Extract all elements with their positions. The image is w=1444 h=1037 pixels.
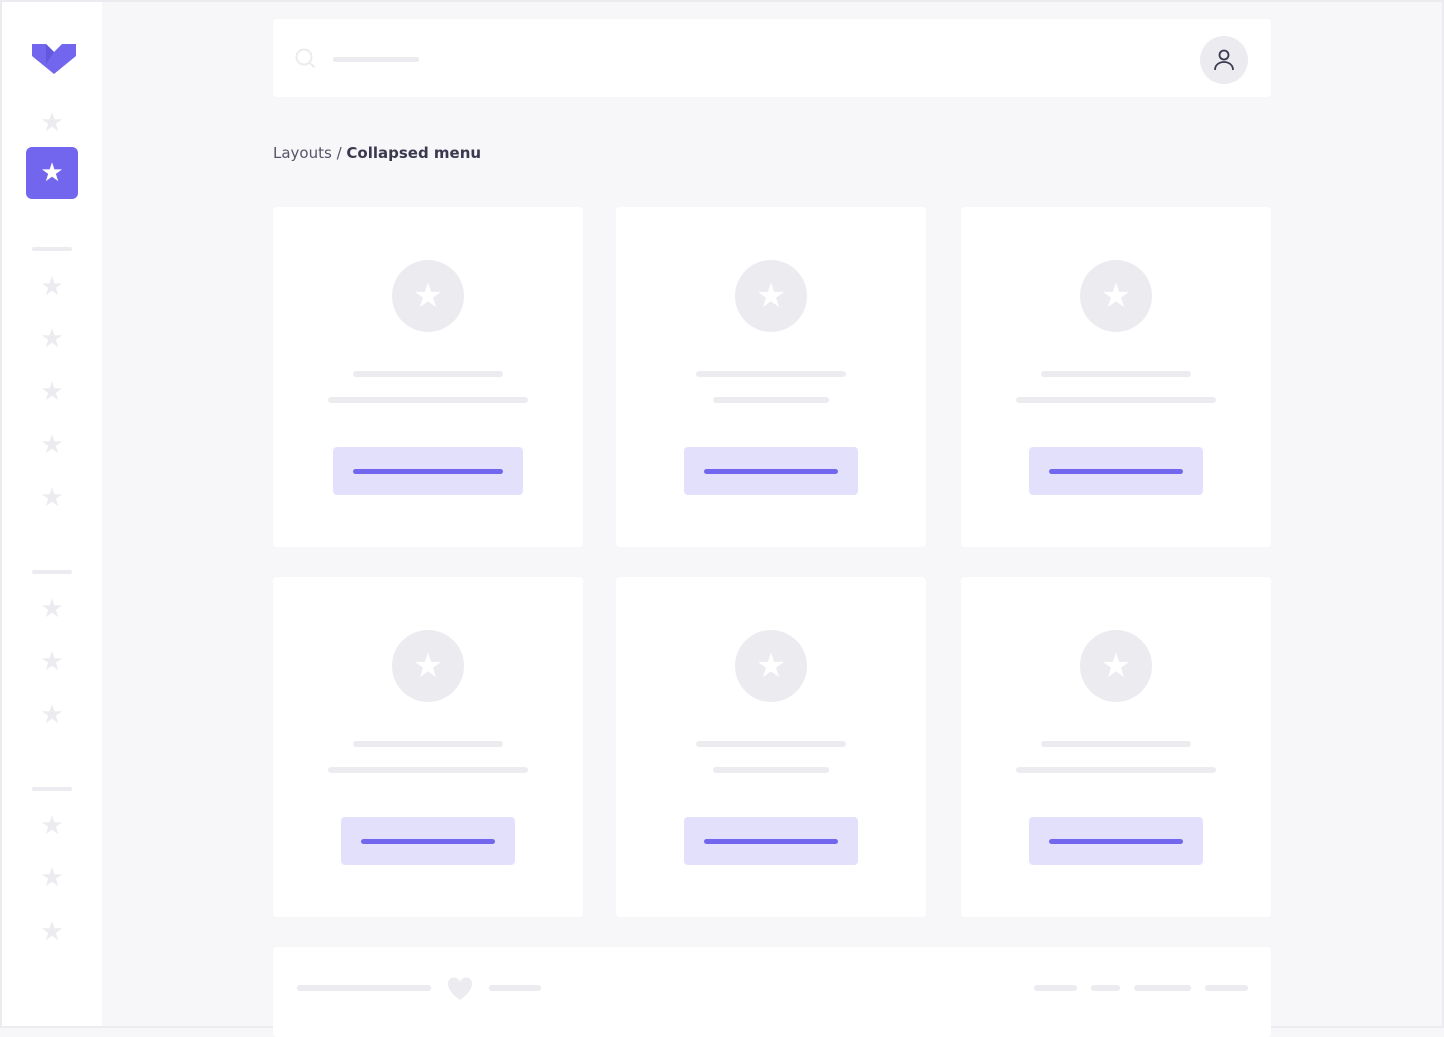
breadcrumb-separator: / xyxy=(331,144,347,162)
star-icon: ★ xyxy=(40,158,64,188)
footer-link[interactable] xyxy=(1134,985,1191,991)
star-icon[interactable]: ★ xyxy=(40,324,64,354)
star-icon[interactable]: ★ xyxy=(40,917,64,947)
star-icon[interactable]: ★ xyxy=(40,700,64,730)
button-label-placeholder xyxy=(704,839,838,844)
footer-link[interactable] xyxy=(1034,985,1077,991)
star-icon[interactable]: ★ xyxy=(40,483,64,513)
card-text-placeholder xyxy=(1016,397,1216,403)
divider xyxy=(32,570,72,574)
footer-link[interactable] xyxy=(489,985,541,991)
card: ★ xyxy=(961,207,1271,547)
sidebar: ★ ★ ★ ★ ★ ★ ★ ★ ★ ★ ★ ★ ★ xyxy=(2,2,102,1026)
star-icon[interactable]: ★ xyxy=(40,272,64,302)
card-text-placeholder xyxy=(713,397,829,403)
search-input[interactable] xyxy=(333,57,419,62)
footer xyxy=(273,947,1271,1037)
star-icon[interactable]: ★ xyxy=(40,108,64,138)
card-button[interactable] xyxy=(684,817,858,865)
avatar[interactable] xyxy=(1200,36,1248,84)
card: ★ xyxy=(273,577,583,917)
button-label-placeholder xyxy=(1049,839,1183,844)
heart-icon xyxy=(447,977,473,1000)
card-button[interactable] xyxy=(1029,447,1203,495)
star-icon[interactable]: ★ xyxy=(40,430,64,460)
card-text-placeholder xyxy=(328,767,528,773)
divider xyxy=(32,787,72,791)
footer-link[interactable] xyxy=(1091,985,1120,991)
card-button[interactable] xyxy=(684,447,858,495)
card-button[interactable] xyxy=(1029,817,1203,865)
breadcrumb-parent[interactable]: Layouts xyxy=(273,144,332,162)
sidebar-item-active[interactable]: ★ xyxy=(26,147,78,199)
divider xyxy=(32,247,72,251)
button-label-placeholder xyxy=(353,469,503,474)
star-icon: ★ xyxy=(735,260,807,332)
card: ★ xyxy=(616,207,926,547)
star-icon[interactable]: ★ xyxy=(40,377,64,407)
star-icon: ★ xyxy=(1080,630,1152,702)
card-text-placeholder xyxy=(1016,767,1216,773)
footer-link[interactable] xyxy=(1205,985,1248,991)
card: ★ xyxy=(961,577,1271,917)
button-label-placeholder xyxy=(361,839,495,844)
star-icon[interactable]: ★ xyxy=(40,594,64,624)
card: ★ xyxy=(273,207,583,547)
top-bar xyxy=(273,19,1271,97)
button-label-placeholder xyxy=(704,469,838,474)
card-text-placeholder xyxy=(713,767,829,773)
breadcrumb-current: Collapsed menu xyxy=(346,144,482,162)
user-icon xyxy=(1214,49,1234,71)
button-label-placeholder xyxy=(1049,469,1183,474)
card-text-placeholder xyxy=(328,397,528,403)
star-icon[interactable]: ★ xyxy=(40,863,64,893)
search-icon[interactable] xyxy=(295,48,317,70)
card-title-placeholder xyxy=(1041,371,1191,377)
star-icon: ★ xyxy=(392,630,464,702)
card-title-placeholder xyxy=(696,371,846,377)
card-title-placeholder xyxy=(353,741,503,747)
card-button[interactable] xyxy=(333,447,523,495)
breadcrumb: Layouts / Collapsed menu xyxy=(273,144,481,162)
logo-icon[interactable] xyxy=(32,42,76,74)
star-icon: ★ xyxy=(735,630,807,702)
card-title-placeholder xyxy=(1041,741,1191,747)
footer-link[interactable] xyxy=(297,985,431,991)
card-title-placeholder xyxy=(353,371,503,377)
card-button[interactable] xyxy=(341,817,515,865)
star-icon: ★ xyxy=(1080,260,1152,332)
star-icon[interactable]: ★ xyxy=(40,647,64,677)
card: ★ xyxy=(616,577,926,917)
card-title-placeholder xyxy=(696,741,846,747)
star-icon: ★ xyxy=(392,260,464,332)
star-icon[interactable]: ★ xyxy=(40,811,64,841)
